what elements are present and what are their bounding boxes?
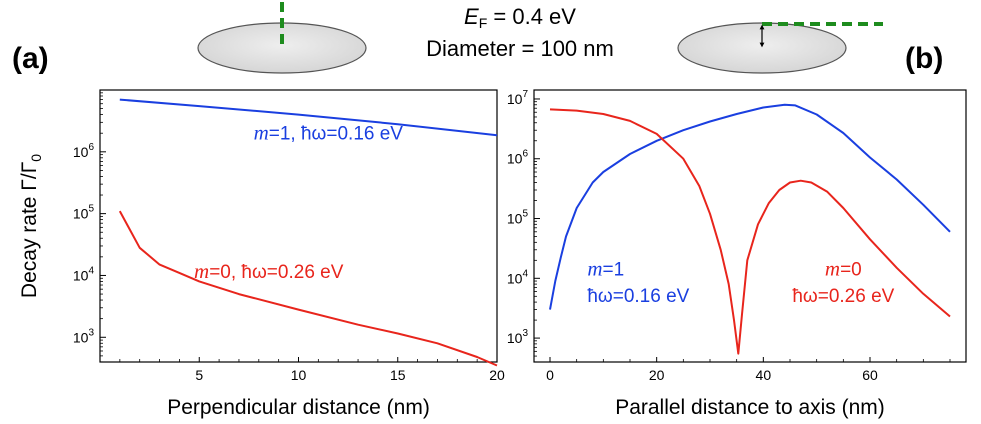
panel-a-ytick-label: 103 [73, 327, 95, 345]
panel-b-xlabel: Parallel distance to axis (nm) [615, 396, 885, 419]
panel-a-xtick-label: 20 [489, 367, 505, 383]
panel-a-annotation-m0: m=0, ħω=0.26 eV [194, 259, 344, 283]
panel-a-ytick-label: 106 [73, 142, 95, 160]
panel-b-ytick-label: 103 [507, 328, 529, 346]
panel-b-ytick-label: 107 [507, 89, 529, 107]
panel-b-series-m0 [549, 108, 951, 355]
panel-a-series-m1 [119, 98, 498, 137]
panel-b-ytick-label: 105 [507, 209, 529, 227]
panel-b-ytick-label: 106 [507, 149, 529, 167]
panel-b-ytick-label: 104 [507, 268, 529, 286]
panel-a-ylabel: Decay rate Γ/Γ0 [18, 154, 44, 298]
panel-b-annotation-m0: ħω=0.26 eV [792, 286, 894, 307]
panel-a-ytick-label: 105 [73, 204, 95, 222]
disk-schematic-a [197, 2, 367, 74]
panel-b-xtick-label: 40 [756, 367, 772, 383]
fermi-subscript: F [478, 15, 488, 31]
panel-a-series-m0 [118, 210, 498, 367]
panel-b-annotation-m1: m=1 [587, 256, 624, 280]
panel-a-xlabel: Perpendicular distance (nm) [167, 396, 430, 419]
panel-a-xtick-label: 10 [291, 367, 307, 383]
diameter-label: Diameter = 100 nm [426, 36, 614, 61]
plot-panel-a: 5 10 15 20 103 104 105 106 m=1, ħω=0.16 eV m=0, ħ… [18, 89, 505, 419]
fermi-value: = 0.4 eV [487, 4, 576, 29]
panel-b-xtick-label: 0 [546, 367, 554, 383]
panel-a-annotation-m1: m=1, ħω=0.16 eV [254, 120, 404, 144]
panel-b-frame [533, 89, 967, 363]
panel-label-a: (a) [12, 42, 49, 75]
fermi-energy-label: EF = 0.4 eV [370, 4, 670, 31]
panel-b-series-m1 [549, 103, 951, 310]
panel-b-annotation-m1: ħω=0.16 eV [587, 286, 689, 307]
plot-panel-b: 0 20 40 60 103 104 105 106 107 m=1 ħω=0.16 eV m=0 ħω… [507, 89, 967, 419]
panel-label-b: (b) [905, 42, 944, 75]
panel-a-xtick-label: 15 [390, 367, 406, 383]
fermi-symbol: E [464, 4, 479, 29]
panel-a-xtick-label: 5 [195, 367, 203, 383]
disk-schematic-b [677, 22, 883, 74]
panel-b-annotation-m0: m=0 [825, 256, 862, 280]
panel-b-xtick-label: 60 [862, 367, 878, 383]
panel-b-xtick-label: 20 [649, 367, 665, 383]
panel-a-ytick-label: 104 [73, 265, 95, 283]
